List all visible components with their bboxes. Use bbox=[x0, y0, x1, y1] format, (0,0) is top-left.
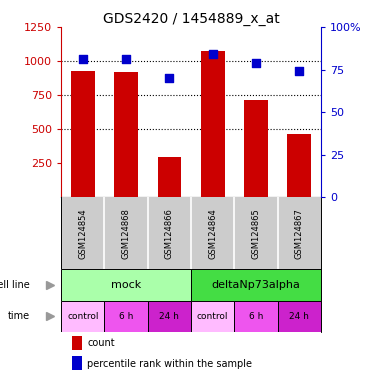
Bar bbox=[201, 51, 224, 197]
Bar bbox=[288, 134, 311, 197]
Text: 6 h: 6 h bbox=[249, 312, 263, 321]
Text: 6 h: 6 h bbox=[119, 312, 133, 321]
Bar bbox=[278, 301, 321, 332]
Text: GSM124854: GSM124854 bbox=[78, 208, 87, 259]
Text: 24 h: 24 h bbox=[160, 312, 179, 321]
Bar bbox=[61, 301, 105, 332]
Bar bbox=[191, 301, 234, 332]
Bar bbox=[244, 100, 268, 197]
Bar bbox=[191, 269, 321, 301]
Point bbox=[167, 75, 173, 81]
Point bbox=[253, 60, 259, 66]
Point bbox=[123, 56, 129, 62]
Text: GSM124865: GSM124865 bbox=[252, 208, 260, 259]
Bar bbox=[148, 301, 191, 332]
Bar bbox=[105, 301, 148, 332]
Bar bbox=[72, 336, 82, 350]
Bar bbox=[61, 269, 191, 301]
Point bbox=[210, 51, 216, 57]
Text: 24 h: 24 h bbox=[289, 312, 309, 321]
Text: GSM124864: GSM124864 bbox=[208, 208, 217, 259]
Bar bbox=[71, 71, 95, 197]
Text: deltaNp73alpha: deltaNp73alpha bbox=[211, 280, 301, 290]
Bar bbox=[158, 157, 181, 197]
Point bbox=[80, 56, 86, 62]
Text: GSM124866: GSM124866 bbox=[165, 208, 174, 259]
Text: control: control bbox=[67, 312, 99, 321]
Text: cell line: cell line bbox=[0, 280, 30, 290]
Text: time: time bbox=[8, 311, 30, 321]
Text: mock: mock bbox=[111, 280, 141, 290]
Point bbox=[296, 68, 302, 74]
Text: count: count bbox=[87, 338, 115, 348]
Text: control: control bbox=[197, 312, 229, 321]
Text: GSM124867: GSM124867 bbox=[295, 208, 304, 259]
Text: percentile rank within the sample: percentile rank within the sample bbox=[87, 359, 252, 369]
Bar bbox=[72, 356, 82, 371]
Bar bbox=[234, 301, 278, 332]
Text: GSM124868: GSM124868 bbox=[122, 208, 131, 259]
Bar bbox=[114, 72, 138, 197]
Title: GDS2420 / 1454889_x_at: GDS2420 / 1454889_x_at bbox=[103, 12, 279, 26]
